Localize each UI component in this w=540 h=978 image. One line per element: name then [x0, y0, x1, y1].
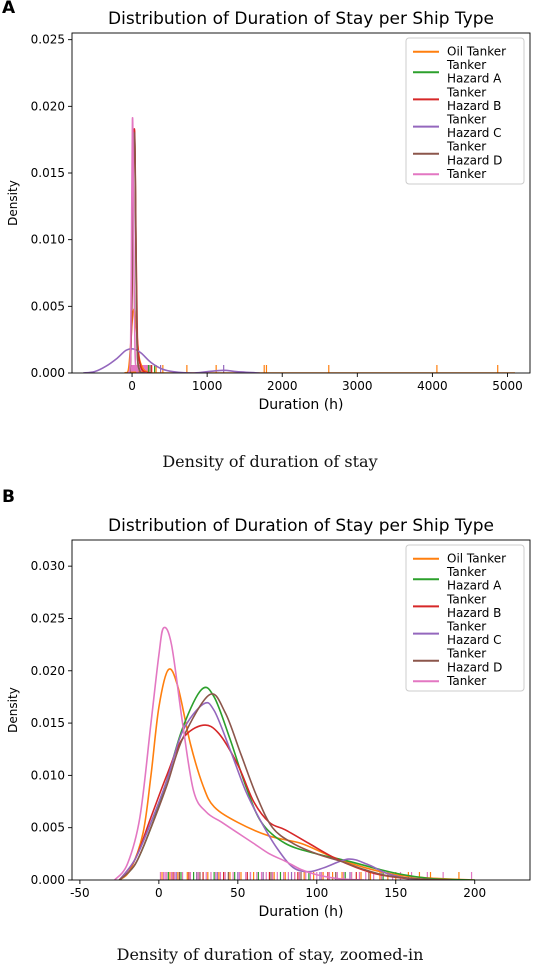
series-line [118, 686, 475, 880]
legend-label: Tanker [446, 674, 486, 688]
y-tick-label: 0.010 [31, 233, 65, 247]
legend-label: Hazard B [447, 606, 501, 620]
legend-entry: Oil Tanker [413, 45, 506, 59]
panel-b: B Distribution of Duration of Stay per S… [0, 487, 540, 978]
legend-label: Tanker [446, 565, 486, 579]
y-tick-label: 0.025 [31, 611, 65, 625]
legend-box [405, 544, 525, 692]
series-line [124, 308, 515, 373]
legend-label: Tanker [446, 167, 486, 181]
x-tick-label: -50 [70, 886, 90, 900]
axes-frame [71, 32, 531, 374]
series-line [118, 724, 444, 880]
x-tick-label: 100 [305, 886, 328, 900]
legend-label: Hazard A [447, 579, 502, 593]
y-tick-label: 0.015 [31, 166, 65, 180]
plot-area [83, 116, 515, 373]
y-tick-label: 0.020 [31, 664, 65, 678]
series-line [118, 701, 436, 880]
legend-label: Tanker [446, 620, 486, 634]
series-line [118, 693, 452, 880]
y-tick-label: 0.010 [31, 768, 65, 782]
figure-caption: Density of duration of stay [162, 452, 378, 471]
x-axis-label: Duration (h) [258, 397, 343, 413]
y-axis-label: Density [6, 180, 20, 226]
y-tick-label: 0.005 [31, 299, 65, 313]
legend-label: Tanker [446, 113, 486, 127]
legend-label: Hazard D [447, 660, 502, 674]
legend-entry: Tanker [413, 674, 486, 688]
plot-area [114, 626, 475, 880]
y-tick-label: 0.000 [31, 366, 65, 380]
y-tick-label: 0.020 [31, 99, 65, 113]
panel-letter: A [2, 0, 16, 18]
legend-label: Tanker [446, 592, 486, 606]
legend-label: Tanker [446, 58, 486, 72]
chart-title: Distribution of Duration of Stay per Shi… [108, 516, 494, 536]
series-line [127, 116, 148, 373]
legend-label: Tanker [446, 85, 486, 99]
y-tick-label: 0.025 [31, 33, 65, 47]
x-tick-label: 3000 [342, 379, 373, 393]
x-tick-label: 4000 [417, 379, 448, 393]
chart-title: Distribution of Duration of Stay per Shi… [108, 9, 494, 29]
legend-label: Oil Tanker [447, 552, 506, 566]
series-line [118, 668, 475, 880]
density-chart-b: Distribution of Duration of Stay per Shi… [6, 516, 531, 920]
x-tick-label: 50 [230, 886, 245, 900]
y-axis-label: Density [6, 687, 20, 733]
density-chart-a: Distribution of Duration of Stay per Shi… [6, 9, 531, 413]
series-line [83, 348, 260, 373]
legend-label: Hazard B [447, 99, 501, 113]
panel-letter: B [2, 487, 15, 507]
x-tick-label: 5000 [492, 379, 523, 393]
y-tick-label: 0.015 [31, 716, 65, 730]
legend-label: Hazard A [447, 72, 502, 86]
y-tick-label: 0.030 [31, 559, 65, 573]
legend-label: Hazard C [447, 633, 502, 647]
x-axis-label: Duration (h) [258, 904, 343, 920]
legend-entry: Oil Tanker [413, 552, 506, 566]
legend-label: Oil Tanker [447, 45, 506, 59]
axes-frame [71, 539, 531, 881]
x-tick-label: 0 [128, 379, 136, 393]
x-tick-label: 0 [155, 886, 163, 900]
x-tick-label: 200 [463, 886, 486, 900]
figure-caption: Density of duration of stay, zoomed-in [116, 945, 424, 964]
panel-a: A Distribution of Duration of Stay per S… [2, 0, 531, 471]
legend-label: Tanker [446, 140, 486, 154]
legend-label: Hazard C [447, 126, 502, 140]
x-tick-label: 1000 [192, 379, 223, 393]
legend-label: Tanker [446, 647, 486, 661]
legend-entry: Tanker [413, 167, 486, 181]
y-tick-label: 0.005 [31, 821, 65, 835]
x-tick-label: 150 [384, 886, 407, 900]
legend-label: Hazard D [447, 153, 502, 167]
y-tick-label: 0.000 [31, 873, 65, 887]
legend-box [405, 37, 525, 185]
series-line [114, 626, 365, 880]
x-tick-label: 2000 [267, 379, 298, 393]
